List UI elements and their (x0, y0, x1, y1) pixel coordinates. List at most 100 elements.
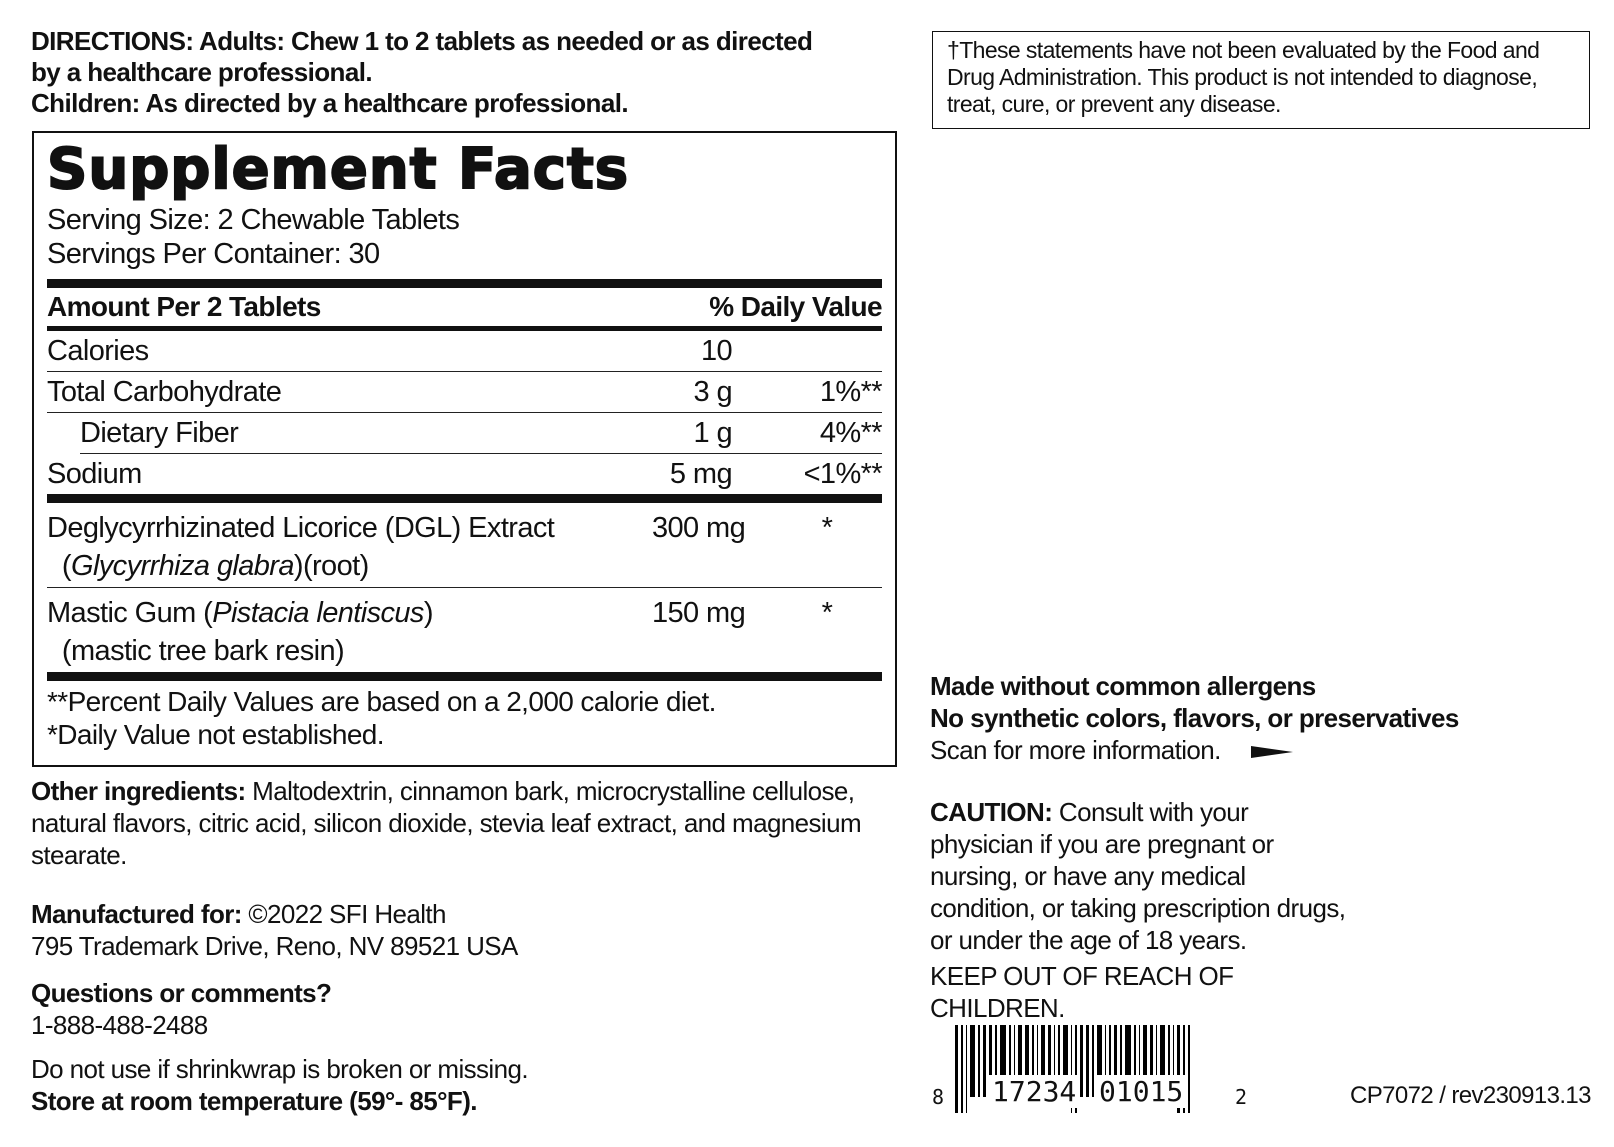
barcode-bar (1120, 1025, 1122, 1097)
ingredient-name: Deglycyrrhizinated Licorice (DGL) Extrac… (47, 512, 555, 582)
caution-label: CAUTION: (930, 797, 1053, 827)
ingredient-amount: 300 mg (652, 512, 746, 544)
nutrient-dv: 4%** (819, 417, 883, 449)
divider (47, 279, 882, 288)
barcode-bar (1070, 1025, 1073, 1113)
mastic-latin: Pistacia lentiscus (212, 597, 424, 629)
facts-row-dgl: Deglycyrrhizinated Licorice (DGL) Extrac… (47, 503, 882, 588)
barcode (955, 1025, 1193, 1113)
phone-link[interactable]: 1-888-488-2488 (31, 1010, 208, 1040)
facts-row-mastic: Mastic Gum (Pistacia lentiscus) (mastic … (47, 588, 882, 681)
barcode-bar (978, 1025, 980, 1097)
nutrient-name: Total Carbohydrate (47, 376, 282, 408)
barcode-bar (1134, 1025, 1136, 1097)
barcode-bar (1092, 1025, 1094, 1097)
facts-row: Calories 10 (47, 331, 882, 372)
caution-text: Consult with your physician if you are p… (930, 797, 1346, 955)
barcode-bar (1138, 1025, 1141, 1097)
ingredient-dv: * (821, 512, 833, 544)
barcode-bar (965, 1025, 968, 1113)
barcode-bar (1177, 1025, 1181, 1113)
facts-footnote: *Daily Value not established. (47, 719, 385, 750)
nutrient-name: Sodium (47, 458, 142, 490)
barcode-bar (961, 1025, 963, 1113)
claims: Made without common allergens No synthet… (930, 670, 1459, 766)
product-code: CP7072 / rev230913.13 (1350, 1082, 1592, 1109)
questions: Questions or comments? 1-888-488-2488 (31, 977, 332, 1041)
facts-row: Total Carbohydrate 3 g 1%** (47, 372, 883, 413)
nutrient-name: Dietary Fiber (80, 417, 239, 449)
dgl-name: Deglycyrrhizinated Licorice (DGL) Extrac… (47, 512, 555, 544)
servings-per-container: Servings Per Container: 30 (47, 238, 380, 270)
nutrient-amount: 10 (700, 335, 733, 367)
barcode-bar (1036, 1025, 1039, 1097)
barcode-bar (1143, 1025, 1147, 1097)
barcode-bar (1160, 1025, 1166, 1097)
barcode-bar (1024, 1025, 1030, 1097)
keep-out-warning: KEEP OUT OF REACH OF CHILDREN. (930, 961, 1234, 1023)
barcode-bar (1188, 1025, 1190, 1113)
barcode-bar (1172, 1025, 1175, 1097)
barcode-bar (999, 1025, 1007, 1097)
mastic-name: Mastic Gum ( (47, 597, 213, 629)
arrow-right-icon (1251, 746, 1294, 759)
scan-text: Scan for more information. (930, 735, 1221, 765)
facts-title: Supplement Facts (46, 136, 630, 203)
other-text: Maltodextrin, cinnamon bark, microcrysta… (31, 776, 862, 870)
barcode-bar (1009, 1025, 1011, 1097)
claim-allergens: Made without common allergens (930, 671, 1316, 701)
barcode-bar (1013, 1025, 1016, 1097)
directions: DIRECTIONS: Adults: Chew 1 to 2 tablets … (31, 26, 891, 119)
nutrient-dv: 1%** (819, 376, 883, 408)
barcode-bar (1183, 1025, 1186, 1113)
nutrient-dv: <1%** (803, 458, 883, 490)
mfg-address: 795 Trademark Drive, Reno, NV 89521 USA (31, 931, 518, 961)
mastic-sub: (mastic tree bark resin) (61, 635, 345, 667)
barcode-digit: 2 (1235, 1085, 1248, 1109)
barcode-bar (1104, 1025, 1107, 1097)
nutrient-amount: 5 mg (669, 458, 733, 490)
shrinkwrap-warning: Do not use if shrinkwrap is broken or mi… (31, 1054, 529, 1084)
ingredient-amount: 150 mg (652, 597, 746, 629)
barcode-bar (982, 1025, 986, 1097)
barcode-digits-left: 17234 (988, 1075, 1081, 1108)
barcode-bar (1063, 1025, 1068, 1097)
barcode-bar (1053, 1025, 1056, 1097)
barcode-bar (1041, 1025, 1045, 1097)
storage: Do not use if shrinkwrap is broken or mi… (31, 1053, 529, 1117)
amount-header: Amount Per 2 Tablets (47, 291, 321, 322)
other-label: Other ingredients: (31, 776, 246, 806)
other-ingredients: Other ingredients: Maltodextrin, cinnamo… (31, 775, 891, 871)
directions-line: by a healthcare professional. (31, 57, 373, 87)
barcode-bar (1113, 1025, 1118, 1097)
storage-note: Store at room temperature (59°- 85°F). (31, 1086, 477, 1116)
barcode-bar (955, 1025, 959, 1113)
serving-size: Serving Size: 2 Chewable Tablets (47, 204, 460, 236)
barcode-digits-right: 01015 (1095, 1075, 1188, 1108)
directions-line: DIRECTIONS: Adults: Chew 1 to 2 tablets … (31, 26, 813, 56)
barcode-bar (1149, 1025, 1153, 1097)
nutrient-amount: 3 g (693, 376, 732, 408)
dv-header: % Daily Value (709, 291, 882, 322)
barcode-bar (988, 1025, 993, 1097)
dgl-part: (root) (302, 550, 369, 582)
nutrient-dv (732, 331, 882, 371)
caution: CAUTION: Consult with your physician if … (930, 796, 1350, 1024)
barcode-bar (1097, 1025, 1102, 1097)
barcode-bar (1155, 1025, 1158, 1097)
barcode-bar (1168, 1025, 1170, 1097)
barcode-bar (1047, 1025, 1051, 1097)
facts-row: Dietary Fiber 1 g 4%** (80, 413, 883, 454)
barcode-bar (1058, 1025, 1061, 1097)
manufacturer: Manufactured for: ©2022 SFI Health 795 Tr… (31, 898, 891, 962)
mfg-label: Manufactured for: (31, 899, 242, 929)
barcode-bar (1075, 1025, 1078, 1113)
barcode-bar (995, 1025, 997, 1097)
mfg-text: ©2022 SFI Health (241, 899, 446, 929)
questions-label: Questions or comments? (31, 978, 332, 1008)
barcode-digits: 8 (932, 1085, 944, 1109)
nutrient-name: Calories (47, 335, 149, 367)
barcode-bar (1124, 1025, 1132, 1097)
directions-children: Children: As directed by a healthcare pr… (31, 88, 629, 118)
dgl-latin: Glycyrrhiza glabra (70, 550, 294, 582)
